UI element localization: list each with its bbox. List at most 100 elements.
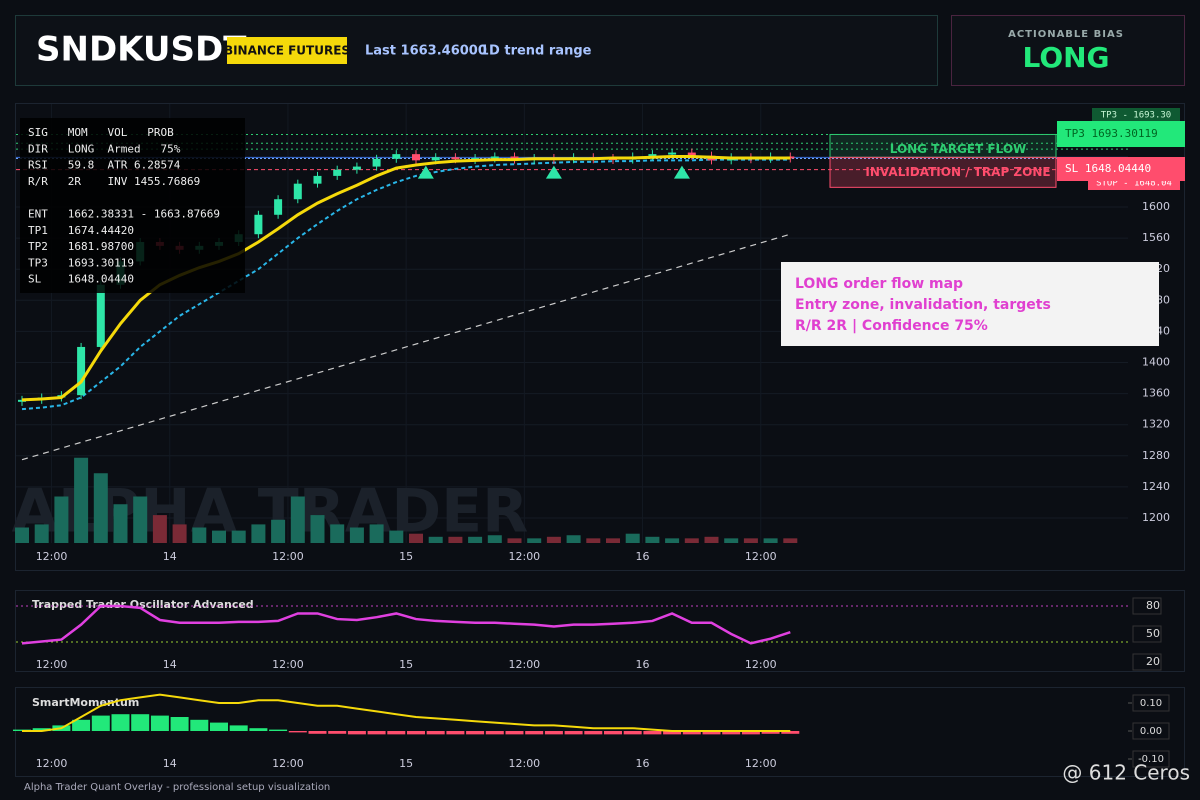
candle — [431, 157, 440, 161]
histogram-bar — [347, 731, 366, 735]
tp3-small: TP3 - 1693.30 — [1101, 111, 1171, 121]
x-tick-label: 12:00 — [272, 658, 304, 671]
x-tick-label: 12:00 — [745, 757, 777, 770]
momentum-line — [22, 693, 791, 732]
histogram-bar — [466, 731, 485, 735]
info-row: DIR LONG Armed 75% — [28, 142, 181, 155]
x-tick-label: 12:00 — [745, 658, 777, 671]
tick-bg — [1132, 597, 1162, 615]
panel-title: SmartMomentum — [32, 696, 139, 709]
volume-bar — [684, 538, 699, 543]
histogram-bar — [150, 715, 169, 731]
volume-bar — [113, 504, 128, 543]
candle — [274, 199, 283, 215]
volume-bar — [34, 524, 49, 543]
range: 1D trend range — [480, 44, 592, 59]
info-box — [20, 118, 245, 293]
y-tick-label: 50 — [1146, 627, 1160, 640]
histogram-bar — [741, 731, 760, 735]
candle — [412, 154, 420, 161]
volume-bar — [487, 535, 502, 543]
candle — [313, 175, 322, 184]
last-price: Last 1663.46000 — [365, 44, 487, 59]
signal-marker — [545, 165, 562, 179]
info-row: R/R 2R INV 1455.76869 — [28, 175, 200, 188]
info-row: TP1 1674.44420 — [28, 224, 134, 237]
oscillator-line — [21, 604, 791, 645]
volume-bar — [231, 530, 246, 543]
histogram-bar — [604, 731, 622, 735]
note-line: Entry zone, invalidation, targets — [795, 297, 1051, 313]
y-tick-label: 80 — [1146, 599, 1160, 612]
volume-bar — [54, 496, 69, 543]
tp3-label: TP3 1693.30119 — [1065, 127, 1158, 140]
candle — [96, 284, 105, 347]
candle — [293, 183, 302, 200]
bias-label: ACTIONABLE BIAS — [1008, 29, 1124, 40]
volume-bar — [743, 538, 758, 543]
label-bg — [1057, 157, 1185, 181]
histogram-bar — [407, 731, 425, 735]
x-tick-label: 16 — [636, 658, 650, 671]
y-tick-label: -0.10 — [1138, 754, 1164, 765]
watermark: ALPHA TRADER — [12, 477, 529, 547]
label-bg — [1057, 121, 1185, 147]
volume-bar — [369, 524, 384, 543]
volume-bar — [152, 515, 167, 543]
y-tick-label: 0.10 — [1140, 698, 1162, 709]
x-tick-label: 12:00 — [36, 550, 68, 563]
histogram-bar — [505, 731, 524, 735]
tick-bg — [1132, 722, 1170, 740]
histogram-bar — [269, 729, 288, 731]
trend-line — [21, 233, 791, 461]
x-tick-label: 16 — [636, 550, 650, 563]
y-tick-label: 1240 — [1142, 480, 1170, 493]
histogram-bar — [170, 717, 189, 731]
histogram-bar — [485, 731, 504, 735]
info-row: TP2 1681.98700 — [28, 240, 134, 253]
volume-bar — [566, 535, 581, 543]
x-tick-label: 12:00 — [745, 550, 777, 563]
info-row: SIG MOM VOL PROB — [28, 126, 174, 139]
histogram-bar — [308, 731, 327, 734]
x-tick-label: 12:00 — [508, 658, 540, 671]
info-row: SL 1648.04440 — [28, 273, 134, 286]
info-row: RSI 59.8 ATR 6.28574 — [28, 159, 181, 172]
y-tick-label: 0.00 — [1140, 726, 1162, 737]
candle — [352, 166, 361, 170]
tick-bg — [1132, 694, 1170, 712]
volume-bar — [507, 538, 522, 543]
volume-bar — [192, 527, 207, 543]
y-tick-label: 1560 — [1142, 231, 1170, 244]
volume-bar — [389, 530, 404, 543]
histogram-bar — [702, 731, 721, 735]
candle — [648, 154, 657, 157]
candle — [333, 169, 342, 176]
footer: Alpha Trader Quant Overlay - professiona… — [24, 782, 330, 793]
volume-bar — [133, 496, 148, 543]
histogram-bar — [367, 731, 386, 735]
y-tick-label: 1320 — [1142, 418, 1170, 431]
oscillator-panel — [15, 590, 1185, 672]
note-line: R/R 2R | Confidence 75% — [795, 318, 988, 334]
y-tick-label: 1280 — [1142, 449, 1170, 462]
histogram-bar — [544, 731, 563, 735]
histogram-bar — [643, 731, 662, 735]
target-zone-label: LONG TARGET FLOW — [890, 142, 1027, 156]
volume-bar — [724, 538, 739, 543]
volume-bar — [763, 538, 778, 543]
histogram-bar — [584, 731, 603, 735]
x-tick-label: 12:00 — [36, 658, 68, 671]
histogram-bar — [446, 731, 465, 735]
volume-bar — [704, 536, 719, 543]
volume-bar — [428, 536, 443, 543]
volume-bar — [783, 538, 798, 543]
histogram-bar — [229, 725, 248, 731]
y-tick-label: 1600 — [1142, 200, 1170, 213]
signal-marker — [673, 165, 690, 179]
volume-bar — [74, 457, 89, 543]
candle — [18, 399, 26, 402]
signal-marker — [417, 165, 434, 179]
tick-bg — [1132, 653, 1162, 671]
